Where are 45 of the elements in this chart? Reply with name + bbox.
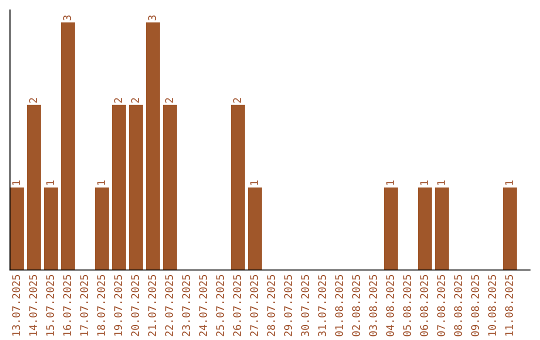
x-tick-label: 14.07.2025 xyxy=(29,275,38,336)
data-label: 1 xyxy=(97,180,105,185)
data-label: 1 xyxy=(386,180,394,185)
x-tick-label: 20.07.2025 xyxy=(131,275,140,336)
x-tick-label: 03.08.2025 xyxy=(369,275,377,336)
data-label: 1 xyxy=(12,180,20,185)
data-label: 2 xyxy=(131,98,139,103)
x-tick-label: 13.07.2025 xyxy=(12,275,20,336)
x-tick-label: 26.07.2025 xyxy=(233,275,242,336)
data-label: 2 xyxy=(233,98,241,103)
x-tick-label: 18.07.2025 xyxy=(97,275,106,336)
x-tick-label: 08.08.2025 xyxy=(454,275,462,336)
x-tick-label: 22.07.2025 xyxy=(165,275,174,336)
x-tick-label: 21.07.2025 xyxy=(148,275,156,336)
x-tick-label: 11.08.2025 xyxy=(505,275,513,336)
data-label: 1 xyxy=(437,180,445,185)
data-label: 2 xyxy=(29,98,37,103)
x-tick-label: 02.08.2025 xyxy=(352,275,360,336)
data-label: 1 xyxy=(505,180,513,185)
x-tick-label: 23.07.2025 xyxy=(182,275,190,336)
x-tick-label: 16.07.2025 xyxy=(63,275,72,336)
x-tick-label: 09.08.2025 xyxy=(471,275,479,336)
data-label: 2 xyxy=(114,98,122,103)
x-tick-label: 04.08.2025 xyxy=(386,275,394,336)
x-tick-label: 30.07.2025 xyxy=(301,275,310,336)
data-label: 2 xyxy=(165,98,173,103)
x-tick-label: 27.07.2025 xyxy=(250,275,258,336)
x-tick-label: 05.08.2025 xyxy=(403,275,411,336)
x-tick-label: 29.07.2025 xyxy=(284,275,292,336)
x-tick-label: 07.08.2025 xyxy=(437,275,445,336)
x-tick-label: 24.07.2025 xyxy=(199,275,208,336)
data-label: 1 xyxy=(250,180,258,185)
x-tick-label: 28.07.2025 xyxy=(267,275,276,336)
x-tick-label: 15.07.2025 xyxy=(46,275,54,336)
data-label: 1 xyxy=(46,180,54,185)
data-label: 3 xyxy=(148,16,156,20)
x-tick-label: 31.07.2025 xyxy=(318,275,326,336)
x-tick-label: 10.08.2025 xyxy=(488,275,496,336)
x-tick-label: 17.07.2025 xyxy=(80,275,88,336)
x-tick-label: 19.07.2025 xyxy=(114,275,122,336)
x-tick-label: 01.08.2025 xyxy=(335,275,343,336)
x-tick-label: 06.08.2025 xyxy=(420,275,428,336)
x-tick-label: 25.07.2025 xyxy=(216,275,224,336)
data-label: 1 xyxy=(420,180,428,185)
data-label: 3 xyxy=(63,16,72,20)
